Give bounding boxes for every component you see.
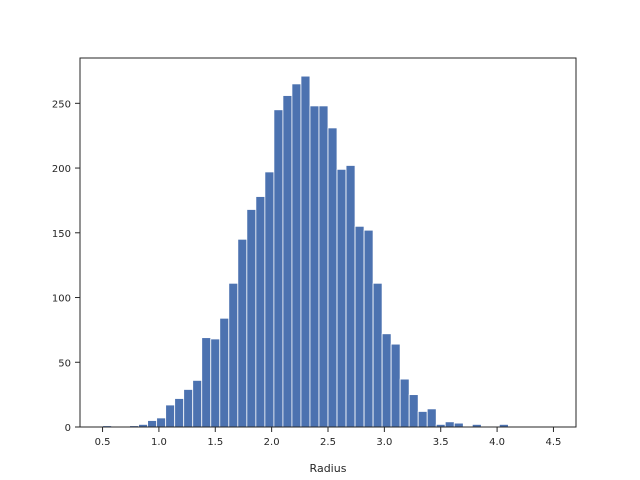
histogram-bar [408,394,419,428]
y-axis-ticks: 0 50 100 150 200 250 [52,99,80,434]
x-tick-label: 1.0 [151,437,167,448]
x-tick-label: 2.5 [320,437,336,448]
x-axis-label: Radius [310,462,347,475]
histogram-bar [363,229,374,428]
histogram-bar [192,379,203,428]
histogram-bar [246,209,257,428]
histogram-bar [309,105,320,428]
histogram-bar [174,398,185,428]
x-tick-label: 3.0 [376,437,392,448]
histogram-bar [183,389,194,428]
y-tick-label: 100 [52,294,71,305]
histogram-bar [228,282,239,428]
histogram-bar [372,282,383,428]
histogram-bar [237,238,248,428]
histogram-bar [354,225,365,428]
y-tick-label: 50 [58,358,71,369]
histogram-bar [399,378,410,428]
histogram-bar [417,411,428,428]
histogram-bar [219,317,230,428]
histogram-bar [264,171,275,428]
histogram-bar [156,417,167,428]
x-tick-label: 0.5 [95,437,111,448]
x-tick-label: 3.5 [433,437,449,448]
histogram-bar [273,109,284,428]
y-tick-label: 0 [65,423,71,434]
histogram-bar [300,75,311,428]
x-axis-ticks: 0.5 1.0 1.5 2.0 2.5 3.0 3.5 4.0 4.5 [95,427,562,448]
histogram-bar [255,196,266,428]
histogram-bar [444,421,455,428]
bars-group [102,75,509,428]
x-tick-label: 2.0 [264,437,280,448]
histogram-bar [426,408,437,428]
y-tick-label: 200 [52,164,71,175]
x-tick-label: 4.0 [489,437,505,448]
histogram-bar [147,420,158,428]
y-tick-label: 150 [52,229,71,240]
histogram-bar [318,105,329,428]
histogram-bar [201,337,212,428]
histogram-bar [282,95,293,428]
y-tick-label: 250 [52,99,71,110]
histogram-bar [336,168,347,428]
histogram-bar [381,333,392,428]
x-tick-label: 4.5 [546,437,562,448]
histogram-bar [390,343,401,428]
histogram-bar [291,83,302,428]
histogram-bar [165,404,176,428]
histogram-bar [327,127,338,428]
histogram-bar [453,422,464,428]
x-tick-label: 1.5 [207,437,223,448]
histogram-bar [345,165,356,428]
histogram-bar [210,338,221,428]
